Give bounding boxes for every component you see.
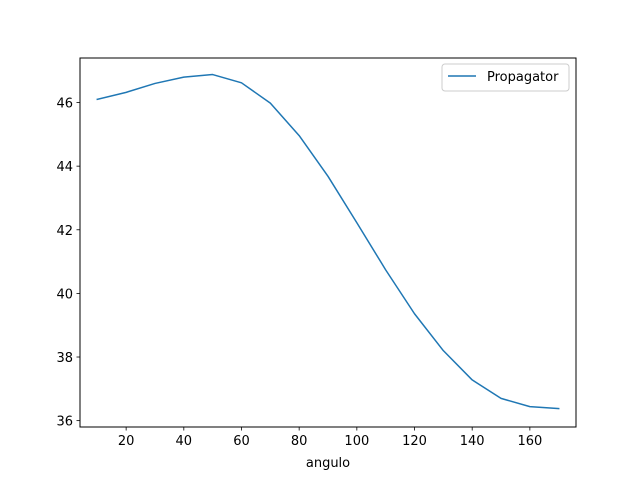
x-tick-label: 140 [460, 434, 485, 449]
y-tick-label: 40 [56, 287, 73, 302]
x-tick-label: 40 [176, 434, 193, 449]
x-tick-label: 20 [118, 434, 135, 449]
x-tick-label: 80 [291, 434, 308, 449]
series-layer [96, 73, 560, 410]
x-axis-ticks: 20 40 60 80 100 120 140 160 [118, 427, 542, 449]
x-tick-label: 100 [344, 434, 369, 449]
x-axis-label: angulo [306, 456, 350, 471]
legend: Propagator [441, 63, 570, 92]
legend-entry-propagator: Propagator [487, 70, 559, 85]
y-tick-label: 42 [56, 224, 73, 239]
y-axis-ticks: 36 38 40 42 44 46 [56, 97, 80, 430]
plot-frame [79, 57, 577, 428]
y-tick-label: 44 [56, 160, 73, 175]
series-line-propagator [96, 73, 560, 410]
y-tick-label: 36 [56, 415, 73, 430]
x-tick-label: 60 [233, 434, 250, 449]
legend-box [441, 63, 570, 92]
y-tick-label: 46 [56, 97, 73, 112]
x-tick-label: 160 [517, 434, 542, 449]
x-tick-label: 120 [402, 434, 427, 449]
y-tick-label: 38 [56, 351, 73, 366]
